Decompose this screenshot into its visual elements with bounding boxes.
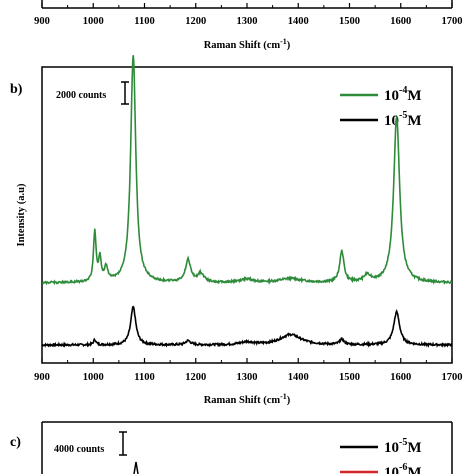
panel-a-tick-label: 900 [34,16,50,27]
panel-a-tick-label: 1600 [390,16,411,27]
panel-c-legend: 10-5M 10-6M [340,437,422,474]
panel-b-scale-bar: 2000 counts [56,81,129,105]
panel-b-tick-label: 1600 [390,372,411,383]
panel-b-tick-label: 900 [34,372,50,383]
panel-b-tick-label: 1100 [134,372,154,383]
series-line-1e-4 [41,55,453,286]
panel-a-xlabel: Raman Shift (cm-1) [204,37,291,51]
legend-label-1e-5: 10-5M [384,110,422,129]
legend-label-c-1e-6: 10-6M [384,462,422,474]
panel-c-peak-stub [133,461,139,474]
panel-a-tick-label: 1100 [134,16,154,27]
panel-b-frame [41,66,453,364]
panel-a-tick-label: 1200 [185,16,206,27]
panel-a-tick-label: 1700 [442,16,463,27]
panel-c-label: c) [10,435,21,450]
panel-c-scale-label: 4000 counts [54,444,104,455]
panel-b-label: b) [10,82,23,97]
panel-b-xlabel: Raman Shift (cm-1) [204,392,291,406]
panel-b-tick-label: 1700 [442,372,463,383]
panel-b-tick-label: 1500 [339,372,360,383]
panel-b-tick-label: 1000 [83,372,104,383]
legend-label-1e-4: 10-4M [384,85,422,104]
panel-b-legend: 10-4M 10-5M [340,85,422,129]
panel-b: b) 900 1000 1100 1200 1300 1400 1500 1600 1700 R… [10,55,463,406]
panel-b-ylabel: Intensity (a.u) [16,183,27,247]
panel-b-tick-label: 1400 [288,372,309,383]
panel-a-tick-label: 1500 [339,16,360,27]
panel-b-tick-label: 1300 [237,372,258,383]
series-line-1e-5 [41,305,453,348]
panel-a: 900 1000 1100 1200 1300 1400 1500 1600 1700 Rama… [34,0,463,51]
panel-a-tick-label: 1300 [237,16,258,27]
panel-b-tick-label: 1200 [185,372,206,383]
legend-label-c-1e-5: 10-5M [384,437,422,456]
panel-c: c) 4000 counts 10-5M 10-6M [10,421,453,474]
panel-a-tick-label: 1400 [288,16,309,27]
panel-a-tick-label: 1000 [83,16,104,27]
panel-c-scale-bar: 4000 counts [54,431,127,456]
panel-b-scale-label: 2000 counts [56,90,106,101]
